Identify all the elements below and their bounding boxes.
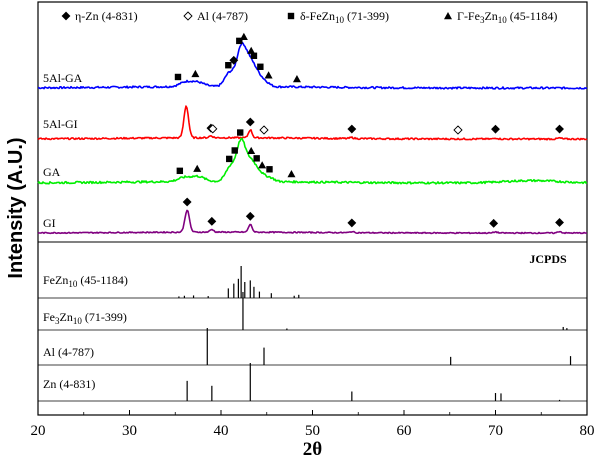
series-label: 5Al-GA (43, 71, 83, 85)
series-label: GA (43, 165, 61, 179)
phase-marker (287, 169, 296, 178)
series-5al-ga: 5Al-GA (37, 32, 588, 90)
legend-item: η-Zn (4-831) (61, 9, 138, 23)
phase-marker (226, 155, 233, 163)
phase-marker (191, 69, 200, 78)
legend-item: δ-FeZn10 (71-399) (287, 9, 389, 25)
x-tick-label: 40 (214, 423, 229, 439)
series-label: 5Al-GI (43, 117, 78, 131)
reference-pattern: FeZn10 (45-1184) (38, 266, 587, 299)
phase-marker (236, 37, 243, 45)
phase-marker (182, 197, 192, 207)
phase-marker (176, 167, 184, 175)
legend-marker (61, 11, 71, 21)
x-tick-label: 30 (122, 423, 137, 439)
phase-marker (347, 218, 357, 228)
reference-pattern: Al (4-787) (38, 328, 587, 366)
phase-marker (229, 55, 239, 65)
phase-marker (247, 46, 256, 54)
plot-frame (37, 1, 588, 416)
phase-marker (239, 32, 248, 40)
x-tick-label: 20 (31, 423, 46, 439)
legend-label: Al (4-787) (197, 9, 248, 23)
series-line (37, 41, 588, 90)
legend-item: Al (4-787) (183, 9, 248, 23)
series-line (37, 209, 588, 235)
phase-marker (207, 216, 217, 226)
x-tick-label: 70 (488, 423, 503, 439)
series-line (37, 137, 588, 185)
legend-label: η-Zn (4-831) (75, 9, 138, 23)
x-tick-label: 50 (305, 423, 320, 439)
phase-marker (555, 218, 564, 227)
phase-marker (237, 129, 244, 136)
legend-label: δ-FeZn10 (71-399) (300, 9, 389, 25)
phase-marker (292, 75, 301, 83)
x-axis-title: 2θ (303, 439, 323, 460)
phase-marker (347, 124, 357, 134)
legend-label: Γ-Fe3Zn10 (45-1184) (457, 9, 557, 25)
phase-marker (253, 155, 260, 162)
reference-label: Al (4-787) (43, 345, 94, 359)
reference-label: Zn (4-831) (43, 377, 95, 391)
phase-marker (225, 62, 232, 69)
phase-marker (245, 211, 255, 221)
x-tick-label: 80 (580, 423, 595, 439)
phase-marker (555, 124, 564, 134)
phase-marker (245, 117, 255, 127)
phase-marker (231, 147, 238, 154)
legend-marker (287, 12, 295, 20)
series-5al-gi: 5Al-GI (37, 105, 588, 141)
phase-marker (266, 166, 273, 173)
phase-marker (193, 164, 202, 172)
legend-item: Γ-Fe3Zn10 (45-1184) (444, 9, 557, 25)
reference-label: FeZn10 (45-1184) (43, 273, 128, 289)
x-tick-label: 60 (397, 423, 412, 439)
series-gi: GI (37, 197, 588, 235)
series-label: GI (43, 216, 56, 230)
y-axis-title: Intensity (A.U.) (5, 137, 27, 278)
phase-marker (264, 71, 273, 79)
legend-marker (183, 11, 193, 21)
reference-label: Fe3Zn10 (71-399) (43, 310, 127, 326)
phase-marker (250, 52, 258, 59)
reference-panel-label: JCPDS (529, 252, 567, 266)
phase-marker (491, 124, 500, 134)
series-line (37, 105, 588, 141)
legend-marker (444, 12, 452, 20)
phase-marker (257, 63, 264, 70)
reference-pattern: Fe3Zn10 (71-399) (38, 292, 587, 331)
phase-marker (453, 125, 463, 135)
series-ga: GA (37, 129, 588, 185)
reference-pattern: Zn (4-831) (38, 363, 587, 402)
phase-marker (258, 161, 267, 169)
phase-marker (489, 218, 499, 228)
phase-marker (259, 125, 269, 135)
phase-marker (208, 124, 218, 134)
phase-marker (247, 146, 256, 155)
phase-marker (174, 73, 182, 81)
